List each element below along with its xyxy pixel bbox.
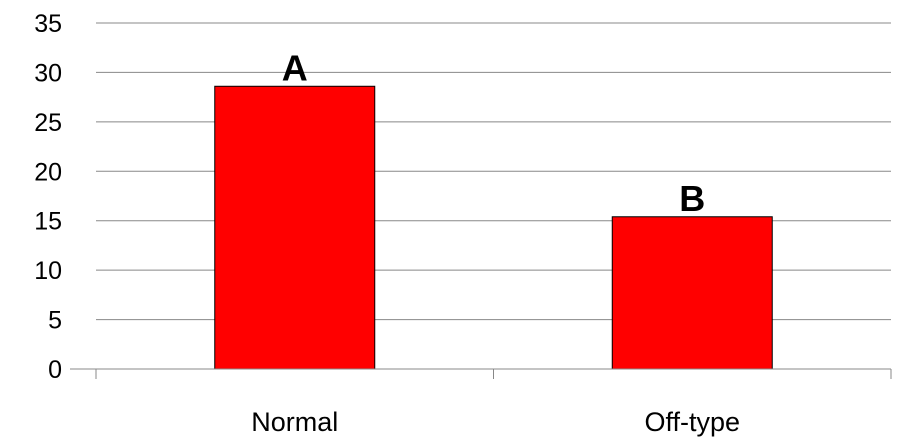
bar-off-type — [611, 216, 773, 370]
x-category-label-off-type: Off-type — [644, 407, 740, 437]
y-tick-label-25: 25 — [34, 109, 62, 137]
bar-annotations: AB — [282, 47, 706, 218]
y-tick-label-5: 5 — [48, 307, 62, 335]
x-category-label-normal: Normal — [251, 407, 338, 437]
y-axis-tick-labels: 0 5 10 15 20 25 30 35 — [34, 10, 62, 384]
y-tick-label-15: 15 — [34, 208, 62, 236]
y-tick-label-20: 20 — [34, 158, 62, 186]
y-tick-label-35: 35 — [34, 10, 62, 38]
bars — [214, 85, 773, 370]
x-axis-category-labels: Normal Off-type — [251, 407, 740, 437]
y-tick-label-0: 0 — [48, 356, 62, 384]
x-axis — [70, 368, 892, 379]
bar-annotation-b: B — [679, 178, 705, 219]
bar-annotation-a: A — [282, 47, 308, 88]
y-tick-label-30: 30 — [34, 59, 62, 87]
y-tick-label-10: 10 — [34, 257, 62, 285]
bar-normal — [214, 85, 376, 370]
